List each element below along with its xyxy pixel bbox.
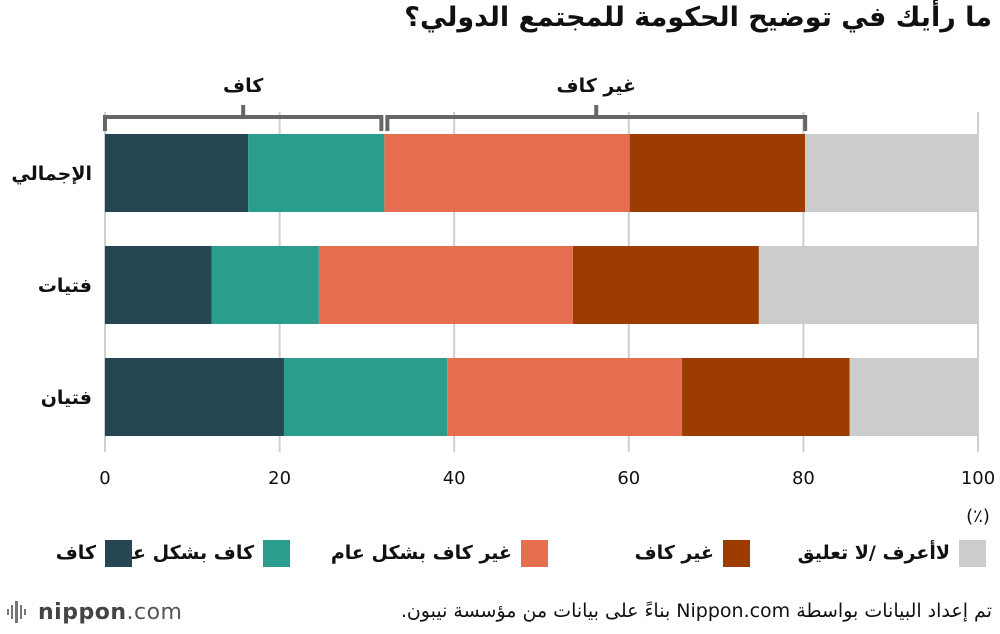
bar-segment: [211, 246, 319, 324]
bracket-label-insufficient: غير كاف: [557, 75, 636, 97]
legend: لاأعرف /لا تعليق غير كاف غير كاف بشكل عام ك…: [0, 538, 1000, 568]
bracket-left: [103, 105, 384, 131]
legend-label: كاف بشكل عام: [112, 542, 254, 564]
x-tick-label: 100: [961, 468, 995, 489]
bar-segment: [572, 246, 759, 324]
bracket-label-sufficient: كاف: [223, 75, 264, 97]
x-tick-label: 40: [443, 468, 466, 489]
bracket-right: [385, 105, 808, 131]
legend-item: كاف بشكل عام: [112, 538, 290, 568]
x-tick-label: 20: [268, 468, 291, 489]
nippon-logo: nippon.com: [6, 596, 182, 628]
bar-segment: [248, 134, 385, 212]
x-tick-label: 60: [617, 468, 640, 489]
bar-segment: [805, 134, 978, 212]
category-label: فتيان: [41, 387, 92, 409]
source-note: تم إعداد البيانات بواسطة Nippon.com بناء…: [400, 600, 992, 622]
bar-segment: [105, 246, 212, 324]
x-tick-label: 0: [99, 468, 110, 489]
brackets: كاف غير كاف: [103, 75, 808, 131]
logo-suffix: .com: [126, 599, 183, 625]
bar-segment: [447, 358, 683, 436]
bar-segment: [384, 134, 630, 212]
chart-title: ما رأيك في توضيح الحكومة للمجتمع الدولي؟: [404, 2, 992, 33]
legend-label: كاف: [55, 542, 96, 564]
bar-segment: [283, 358, 448, 436]
bars: [105, 134, 978, 436]
legend-swatch: [959, 539, 986, 567]
legend-item: لاأعرف /لا تعليق: [762, 538, 986, 568]
legend-label: لاأعرف /لا تعليق: [797, 542, 950, 564]
legend-label: غير كاف: [634, 542, 714, 564]
category-label: الإجمالي: [11, 163, 92, 185]
legend-item: غير كاف بشكل عام: [298, 538, 548, 568]
unit-label: (٪): [966, 506, 990, 527]
legend-label: غير كاف بشكل عام: [330, 542, 512, 564]
category-label: فتيات: [38, 275, 92, 297]
bar-segment: [849, 358, 978, 436]
legend-swatch: [521, 539, 548, 567]
legend-swatch: [723, 539, 750, 567]
x-axis-ticks: 0 20 40 60 80 100: [99, 468, 995, 489]
category-labels: الإجمالي فتيات فتيان: [11, 163, 92, 409]
bar-segment: [318, 246, 573, 324]
bar-segment: [682, 358, 850, 436]
bar-segment: [105, 134, 249, 212]
legend-item: كاف: [14, 538, 132, 568]
bar-segment: [629, 134, 806, 212]
logo-brand: nippon: [38, 599, 127, 625]
bar-segment: [758, 246, 978, 324]
logo-text: nippon.com: [38, 600, 182, 625]
legend-swatch: [105, 539, 132, 567]
stacked-bar-chart: كاف غير كاف الإجمالي فتيات فتيان 0 20 40 60 80…: [11, 75, 995, 527]
x-tick-label: 80: [792, 468, 815, 489]
nippon-logo-icon: [7, 601, 26, 623]
legend-swatch: [263, 539, 290, 567]
bar-segment: [105, 358, 284, 436]
legend-item: غير كاف: [560, 538, 750, 568]
